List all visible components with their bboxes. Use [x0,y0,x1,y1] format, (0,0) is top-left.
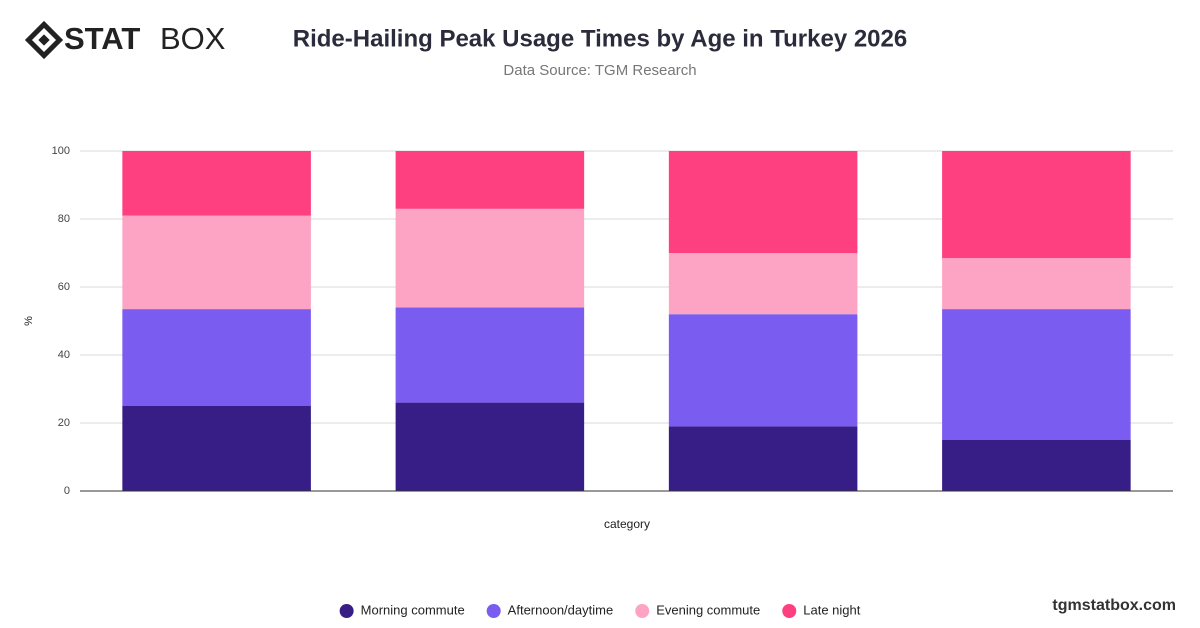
bar-segment [942,258,1131,310]
legend-marker [782,604,797,618]
bar-segment [668,253,858,315]
bar-segment [668,151,858,253]
legend-label: Morning commute [361,602,465,617]
legend-marker [635,604,650,618]
y-axis-label: % [23,316,35,326]
bar-segment [122,215,311,310]
legend-label: Evening commute [656,602,760,617]
bar-segment [668,426,858,491]
bar-segment [668,314,858,427]
chart-title: Ride-Hailing Peak Usage Times by Age in … [293,25,907,52]
y-tick-label: 20 [58,417,70,429]
bar-segment [942,440,1131,491]
legend-label: Afternoon/daytime [508,602,614,617]
legend: Morning commute Afternoon/daytime Evening … [339,602,861,618]
bar-segment [942,309,1131,440]
bar-segment [122,406,311,491]
legend-label: Late night [803,602,860,617]
logo-light: BOX [160,21,226,56]
bar-segment [122,309,311,406]
logo: STAT BOX [24,20,226,60]
y-tick-label: 40 [58,349,70,361]
bar-segment [395,307,585,403]
y-tick-label: 80 [58,213,70,225]
y-tick-label: 100 [52,145,70,157]
logo-bold: STAT [64,21,140,56]
legend-marker [339,604,354,618]
logo-icon [24,20,64,60]
x-axis-label: category [604,517,650,531]
bar-segment [942,151,1131,259]
y-tick-label: 60 [58,281,70,293]
bar-segment [122,151,311,216]
bar-segment [395,151,585,209]
bar-segment [395,208,585,308]
site-url: tgmstatbox.com [1052,597,1176,614]
legend-marker [486,604,501,618]
bar-segment [395,402,585,491]
chart-subtitle: Data Source: TGM Research [503,62,696,79]
y-tick-label: 0 [64,485,70,497]
